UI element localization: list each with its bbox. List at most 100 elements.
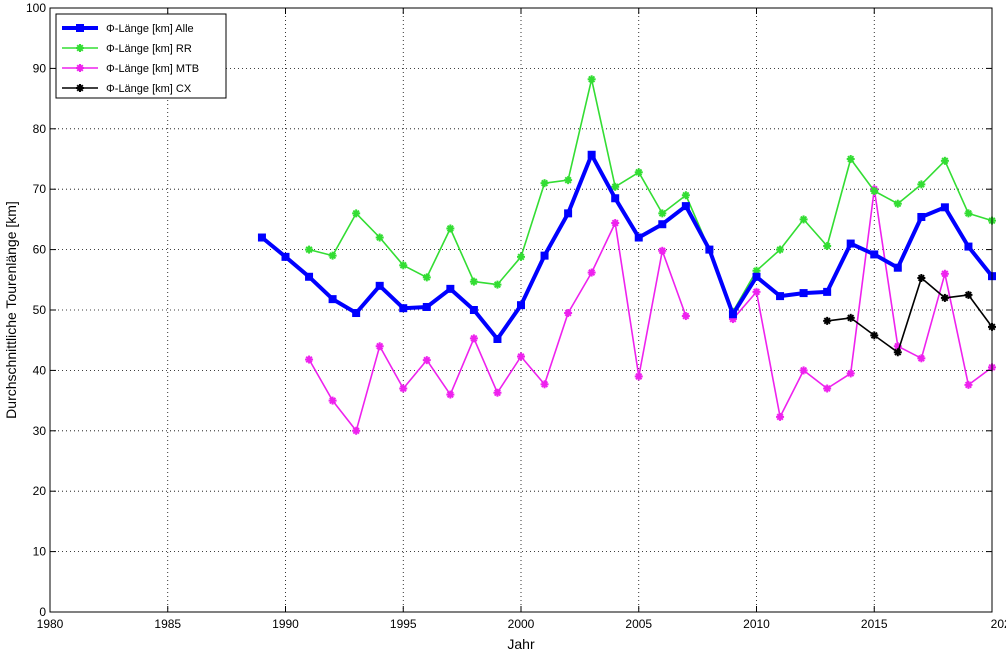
series-alle-point [658,220,667,229]
y-tick-label: 70 [33,182,47,196]
marker-stroke [329,252,337,260]
series-rr-point [776,245,785,254]
marker-stroke [941,270,949,278]
series-alle-point [752,272,761,281]
series-mtb-point [940,269,949,278]
series-alle-point [705,245,714,254]
marker-stroke [823,317,831,325]
series-rr-point [375,233,384,242]
marker-stroke [894,200,902,208]
legend-swatch-marker [76,44,84,52]
series-alle-point [634,233,643,242]
marker-stroke [446,391,454,399]
series-alle-point [823,287,832,296]
marker-stroke [423,273,431,281]
marker-stroke [352,427,360,435]
series-alle-point [940,203,949,212]
marker-stroke [800,366,808,374]
series-mtb-point [964,380,973,389]
series-mtb-point [917,354,926,363]
x-tick-label: 2020 [991,617,1006,631]
series-cx-point [964,290,973,299]
series-alle-point [564,209,573,218]
series-alle-point [328,295,337,304]
x-tick-label: 2000 [508,617,535,631]
marker-stroke [352,209,360,217]
marker-stroke [776,413,784,421]
series-alle-point [517,301,525,310]
series-rr-point [328,251,337,260]
marker-stroke [423,356,431,364]
series-alle-point [375,281,384,290]
marker-stroke [493,389,501,397]
marker-stroke [564,176,572,184]
x-tick-label: 1980 [37,617,64,631]
series-alle [257,150,996,343]
marker-stroke [917,180,925,188]
legend-label: Φ-Länge [km] CX [106,83,192,95]
marker-stroke [517,353,525,361]
series-alle-point [352,309,361,318]
series-mtb-point [611,219,620,228]
series-rr-point [446,224,455,233]
series-mtb-point [446,390,455,399]
marker-stroke [305,246,313,254]
legend: Φ-Länge [km] Alle Φ-Länge [km] RR Φ-Länge … [55,13,227,99]
legend-label: Φ-Länge [km] Alle [106,23,194,35]
series-mtb-point [422,356,431,365]
series-cx-point [917,273,926,282]
series-rr-point [493,280,502,289]
series-mtb [305,185,996,435]
grid-lines [50,8,992,612]
marker-stroke [399,261,407,269]
series-rr-point [422,273,431,282]
series-mtb-point [305,355,314,364]
series-rr-point [846,155,855,163]
series-rr-point [517,252,525,261]
y-tick-label: 50 [33,303,47,317]
series-alle-point [893,263,902,272]
marker-stroke [564,309,572,317]
legend-label: Φ-Länge [km] RR [106,43,192,55]
series-alle-point [257,233,266,242]
series-alle-point [540,251,549,260]
marker-stroke [399,385,407,393]
marker-stroke [611,219,619,227]
series-alle-point [917,212,926,221]
series-cx-point [846,313,855,322]
marker-stroke [658,209,666,217]
series-rr-point [305,245,314,254]
x-tick-label: 2010 [743,617,770,631]
marker-stroke [752,288,761,296]
series-rr-point [352,209,361,218]
series-rr-point [917,180,926,189]
marker-stroke [76,64,84,72]
legend-swatch-marker [76,84,84,92]
y-tick-label: 0 [39,605,46,619]
marker-stroke [847,369,855,377]
series-rr-point [564,176,573,185]
series-rr-point [399,261,408,270]
marker-stroke [917,354,925,362]
series-rr-point [681,191,690,200]
marker-stroke [470,334,478,342]
series-alle-point [587,150,596,159]
series-rr-point [469,277,478,286]
series-rr-point [940,156,949,165]
marker-stroke [76,44,84,52]
series-alle-point [399,304,408,313]
series-alle-point [469,306,478,314]
legend-item-cx: Φ-Länge [km] CX [62,83,192,95]
series-mtb-point [823,384,832,393]
series-mtb-point [564,309,573,318]
marker-stroke [752,267,761,275]
series-alle-point [305,272,314,281]
marker-stroke [847,314,855,322]
series-rr [305,75,996,316]
y-tick-label: 60 [33,243,47,257]
marker-stroke [847,155,855,163]
marker-stroke [635,372,643,380]
y-tick-label: 80 [33,122,47,136]
axis-ticks: 1980 1985 1990 1995 2000 2005 2010 2015 2020 0 10 2… [26,1,1006,631]
